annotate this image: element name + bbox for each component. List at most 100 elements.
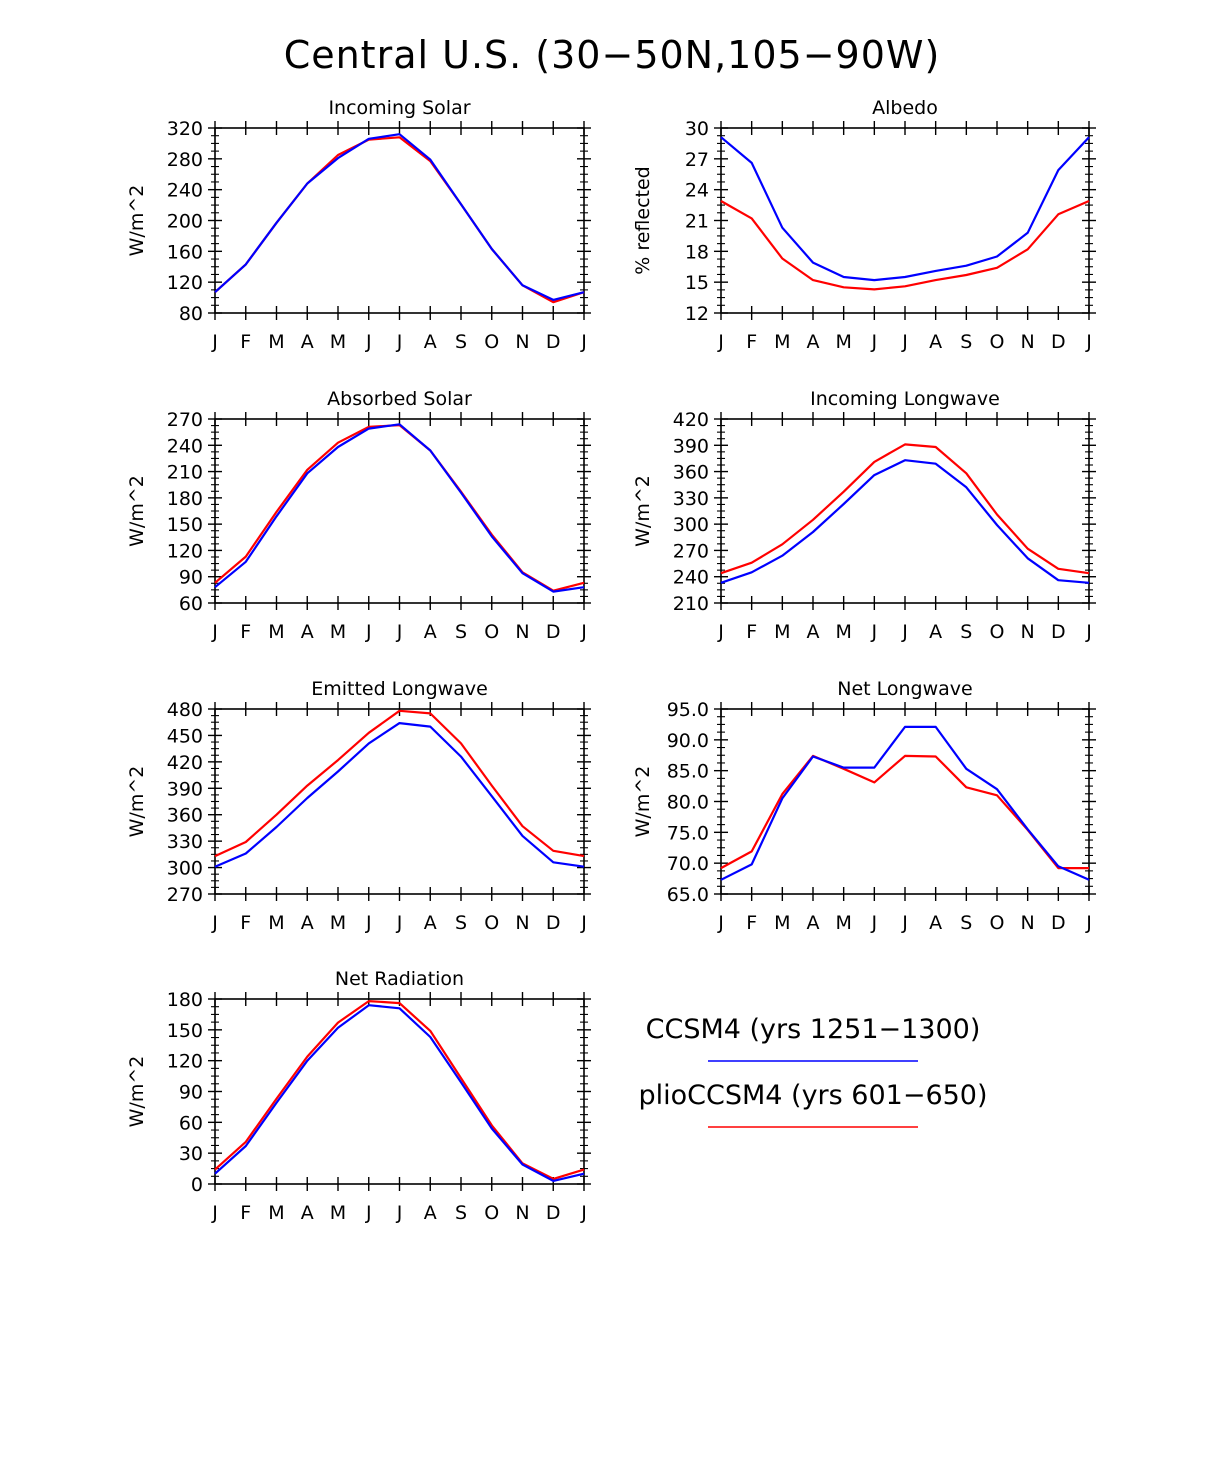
x-tick-label: O: [484, 912, 499, 934]
x-tick-label: D: [546, 1202, 561, 1224]
x-tick-label: J: [717, 331, 724, 353]
y-tick-label: 160: [167, 241, 203, 263]
panel-net-longwave: Net Longwave 65.0 70.0 75.0 80.0 85.0 90.0 95.0…: [632, 678, 1096, 934]
y-tick-label: 180: [167, 989, 203, 1011]
x-tick-label: O: [484, 331, 499, 353]
x-tick-label: M: [330, 621, 346, 643]
x-tick-label: J: [211, 1202, 218, 1224]
x-tick-label: A: [807, 621, 820, 643]
y-tick-label: 70.0: [667, 853, 709, 875]
y-tick-label: 240: [673, 567, 709, 589]
x-tick-label: F: [240, 331, 251, 353]
x-tick-label: F: [746, 621, 757, 643]
y-tick-label: 30: [179, 1143, 203, 1165]
y-tick-label: 270: [167, 409, 203, 431]
x-tick-label: F: [746, 331, 757, 353]
x-tick-label: J: [1085, 331, 1092, 353]
x-tick-label: J: [1085, 912, 1092, 934]
panel-title: Incoming Solar: [328, 97, 470, 119]
x-tick-label: S: [455, 912, 467, 934]
series-line-ccsm4: [214, 721, 585, 868]
y-tick-label: 65.0: [667, 884, 709, 906]
x-tick-label: S: [455, 1202, 467, 1224]
x-tick-label: J: [365, 621, 372, 643]
y-tick-label: 75.0: [667, 822, 709, 844]
plot-frame: [214, 998, 585, 1185]
x-tick-label: F: [746, 912, 757, 934]
panel-title: Absorbed Solar: [327, 388, 472, 410]
y-axis-label: % reflected: [632, 166, 654, 274]
x-tick-label: J: [871, 331, 878, 353]
x-tick-label: M: [835, 331, 851, 353]
y-tick-label: 420: [167, 752, 203, 774]
x-tick-label: M: [330, 331, 346, 353]
x-tick-label: A: [807, 331, 820, 353]
x-tick-label: F: [240, 621, 251, 643]
y-axis-label: W/m^2: [632, 766, 654, 838]
x-tick-label: M: [268, 1202, 284, 1224]
x-tick-label: M: [835, 621, 851, 643]
x-tick-label: S: [455, 331, 467, 353]
y-tick-label: 24: [685, 180, 709, 202]
series-line-ccsm4: [720, 136, 1090, 282]
x-tick-label: J: [901, 331, 908, 353]
series-line-ccsm4: [720, 725, 1090, 881]
x-tick-label: O: [484, 1202, 499, 1224]
y-tick-label: 360: [167, 805, 203, 827]
y-axis-label: W/m^2: [126, 1056, 148, 1128]
y-tick-label: 27: [685, 149, 709, 171]
y-tick-label: 60: [179, 1112, 203, 1134]
x-tick-label: J: [365, 912, 372, 934]
y-tick-label: 120: [167, 272, 203, 294]
y-tick-label: 90: [179, 567, 203, 589]
series-line-ccsm4: [720, 459, 1090, 584]
x-tick-label: M: [268, 621, 284, 643]
x-tick-label: J: [580, 621, 587, 643]
y-tick-label: 330: [167, 831, 203, 853]
y-tick-label: 12: [685, 303, 709, 325]
x-tick-label: J: [901, 621, 908, 643]
x-tick-label: M: [774, 912, 790, 934]
x-tick-label: A: [301, 912, 314, 934]
series-line-ccsm4: [214, 1004, 585, 1183]
x-tick-label: S: [960, 331, 972, 353]
y-tick-label: 210: [673, 593, 709, 615]
y-tick-label: 480: [167, 699, 203, 721]
x-tick-label: M: [330, 1202, 346, 1224]
y-tick-label: 300: [673, 514, 709, 536]
legend: CCSM4 (yrs 1251−1300) plioCCSM4 (yrs 601…: [638, 1014, 988, 1128]
x-tick-label: J: [717, 912, 724, 934]
series-line-plioccsm4: [214, 709, 585, 858]
x-tick-label: N: [515, 621, 529, 643]
x-tick-label: A: [929, 912, 942, 934]
x-tick-label: S: [455, 621, 467, 643]
y-tick-label: 240: [167, 180, 203, 202]
x-tick-label: J: [871, 621, 878, 643]
x-tick-label: J: [580, 331, 587, 353]
y-tick-label: 90: [179, 1082, 203, 1104]
x-tick-label: J: [396, 1202, 403, 1224]
x-tick-label: N: [1021, 331, 1035, 353]
plot-frame: [214, 708, 585, 895]
x-tick-label: N: [1021, 621, 1035, 643]
y-tick-label: 60: [179, 593, 203, 615]
x-tick-label: J: [396, 621, 403, 643]
x-tick-label: M: [835, 912, 851, 934]
x-tick-label: D: [546, 621, 561, 643]
x-tick-label: N: [515, 1202, 529, 1224]
x-tick-label: M: [774, 621, 790, 643]
main-title: Central U.S. (30−50N,105−90W): [284, 33, 941, 77]
x-tick-label: A: [424, 1202, 437, 1224]
panel-title: Net Radiation: [335, 968, 464, 990]
x-tick-label: S: [960, 912, 972, 934]
y-tick-label: 420: [673, 409, 709, 431]
x-tick-label: O: [990, 331, 1005, 353]
x-tick-label: N: [515, 331, 529, 353]
x-tick-label: D: [1051, 621, 1066, 643]
x-tick-label: D: [1051, 912, 1066, 934]
panel-title: Emitted Longwave: [311, 678, 488, 700]
x-tick-label: A: [807, 912, 820, 934]
